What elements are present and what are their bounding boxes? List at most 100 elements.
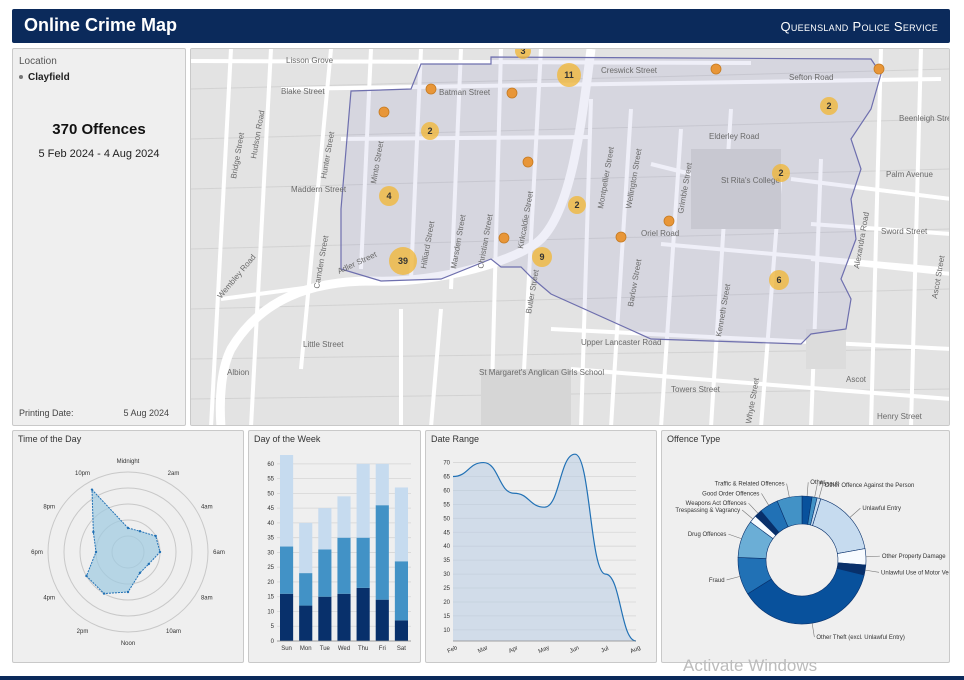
offence-label: Weapons Act Offences xyxy=(686,501,747,507)
incident-dot[interactable] xyxy=(615,231,627,243)
cluster-count: 2 xyxy=(826,101,831,111)
week-ytick: 15 xyxy=(267,595,274,601)
week-bar-segment xyxy=(394,561,408,621)
map-label-7: Batman Street xyxy=(439,88,491,97)
map-label-25: Little Street xyxy=(303,340,344,349)
cluster-count: 4 xyxy=(386,191,391,201)
offence-label: Fraud xyxy=(709,578,725,584)
offence-type-title: Offence Type xyxy=(667,434,721,444)
offence-leader xyxy=(865,569,880,573)
week-ytick: 20 xyxy=(267,580,274,586)
incident-dot[interactable] xyxy=(425,83,437,95)
cluster-marker[interactable] xyxy=(772,164,790,182)
date-ytick: 15 xyxy=(443,614,450,620)
radar-point xyxy=(94,550,98,554)
radar-series xyxy=(85,488,161,595)
day-of-week-chart: 0 5 10 15 20 25 30 35 40 45 50 55 60 Sun Mon Tue Wed Thu F… xyxy=(267,455,411,652)
cluster-count: 3 xyxy=(520,49,525,56)
map-label-1: Blake Street xyxy=(281,87,325,96)
cluster-marker[interactable] xyxy=(820,97,838,115)
week-bar-segment xyxy=(356,463,370,538)
radar-label-8pm: 8pm xyxy=(43,505,55,511)
crime-map[interactable]: Lisson Grove Blake Street Hudson Road Br… xyxy=(190,48,950,426)
radar-label-10am: 10am xyxy=(166,629,181,635)
date-ytick: 20 xyxy=(443,600,450,606)
cluster-marker[interactable] xyxy=(421,122,439,140)
date-ytick: 60 xyxy=(443,488,450,494)
map-label-11: Elderley Road xyxy=(709,132,759,141)
incident-dot[interactable] xyxy=(663,215,675,227)
date-ytick: 30 xyxy=(443,572,450,578)
map-label-12: Palm Avenue xyxy=(886,170,934,179)
cluster-marker[interactable] xyxy=(389,247,417,275)
incident-dot[interactable] xyxy=(522,156,534,168)
week-xtick: Fri xyxy=(379,646,386,652)
offence-leader xyxy=(726,576,741,581)
date-ytick: 55 xyxy=(443,502,450,508)
bullet-icon xyxy=(19,75,23,80)
offence-leader xyxy=(728,533,742,540)
summary-panel: Location Clayfield 370 Offences 5 Feb 20… xyxy=(12,48,186,426)
cluster-marker[interactable] xyxy=(557,63,581,87)
offence-label: Other xyxy=(810,480,825,486)
time-of-day-chart: Midnight 2am 4am 6am 8am 10am Noon 2pm 4pm 6pm 8pm… xyxy=(31,459,225,647)
date-range-text: 5 Feb 2024 - 4 Aug 2024 xyxy=(38,148,160,160)
date-xtick: Jul xyxy=(600,646,609,655)
map-label-31: Henry Street xyxy=(877,412,923,421)
map-canvas[interactable]: Lisson Grove Blake Street Hudson Road Br… xyxy=(191,49,950,426)
week-xtick: Sat xyxy=(397,646,406,652)
week-bar-segment xyxy=(337,537,351,594)
week-xtick: Thu xyxy=(358,646,368,652)
week-xtick: Sun xyxy=(281,646,292,652)
date-line xyxy=(452,453,637,642)
cluster-count: 39 xyxy=(398,256,408,266)
incident-dot[interactable] xyxy=(873,63,885,75)
incident-dot[interactable] xyxy=(506,87,518,99)
offence-slice xyxy=(747,568,865,625)
map-label-29: Upper Lancaster Road xyxy=(581,338,662,347)
offence-leader xyxy=(849,508,861,518)
date-ytick: 70 xyxy=(443,461,450,467)
time-of-day-panel: Time of the Day Midnight 2am 4am 6am 8am 10am… xyxy=(12,430,244,663)
week-ytick: 10 xyxy=(267,609,274,615)
radar-point xyxy=(138,530,142,533)
cluster-count: 2 xyxy=(574,200,579,210)
map-label-36: Albion xyxy=(227,368,249,377)
radar-label-4am: 4am xyxy=(201,505,213,511)
week-bar-segment xyxy=(318,508,332,550)
map-label-5: Maddern Street xyxy=(291,185,347,194)
incident-dot[interactable] xyxy=(498,232,510,244)
offence-label: Traffic & Related Offences xyxy=(715,482,785,488)
cluster-marker[interactable] xyxy=(515,49,531,59)
date-xtick: Aug xyxy=(629,645,641,655)
radar-label-2pm: 2pm xyxy=(77,629,89,635)
map-label-14: Oriel Road xyxy=(641,229,679,238)
date-range-chart: 10 15 20 25 30 35 40 45 50 55 60 65 70 Feb Mar Apr May Ju… xyxy=(443,453,642,655)
offence-label: Other Property Damage xyxy=(882,554,946,560)
date-ytick: 45 xyxy=(443,530,450,536)
offence-leader xyxy=(806,482,809,497)
offence-label: Trespassing & Vagrancy xyxy=(675,508,740,514)
week-bar-segment xyxy=(280,546,294,594)
incident-dot[interactable] xyxy=(378,106,390,118)
map-label-37: St Rita's College xyxy=(721,176,780,185)
radar-ring xyxy=(63,487,193,617)
offence-leader xyxy=(811,623,815,638)
incident-dot[interactable] xyxy=(710,63,722,75)
radar-label-midnight: Midnight xyxy=(117,459,140,465)
radar-label-10pm: 10pm xyxy=(75,471,90,477)
offence-leader xyxy=(786,483,790,498)
offence-slice xyxy=(812,498,866,554)
week-xtick: Tue xyxy=(320,646,331,652)
radar-point xyxy=(126,526,130,530)
week-bar-segment xyxy=(394,487,408,562)
cluster-marker[interactable] xyxy=(769,270,789,290)
cluster-marker[interactable] xyxy=(379,186,399,206)
organization-name: Queensland Police Service xyxy=(780,19,938,34)
week-ytick: 50 xyxy=(267,491,274,497)
offence-leader xyxy=(741,509,754,520)
cluster-marker[interactable] xyxy=(568,196,586,214)
radar-label-8am: 8am xyxy=(201,596,213,602)
cluster-marker[interactable] xyxy=(532,247,552,267)
